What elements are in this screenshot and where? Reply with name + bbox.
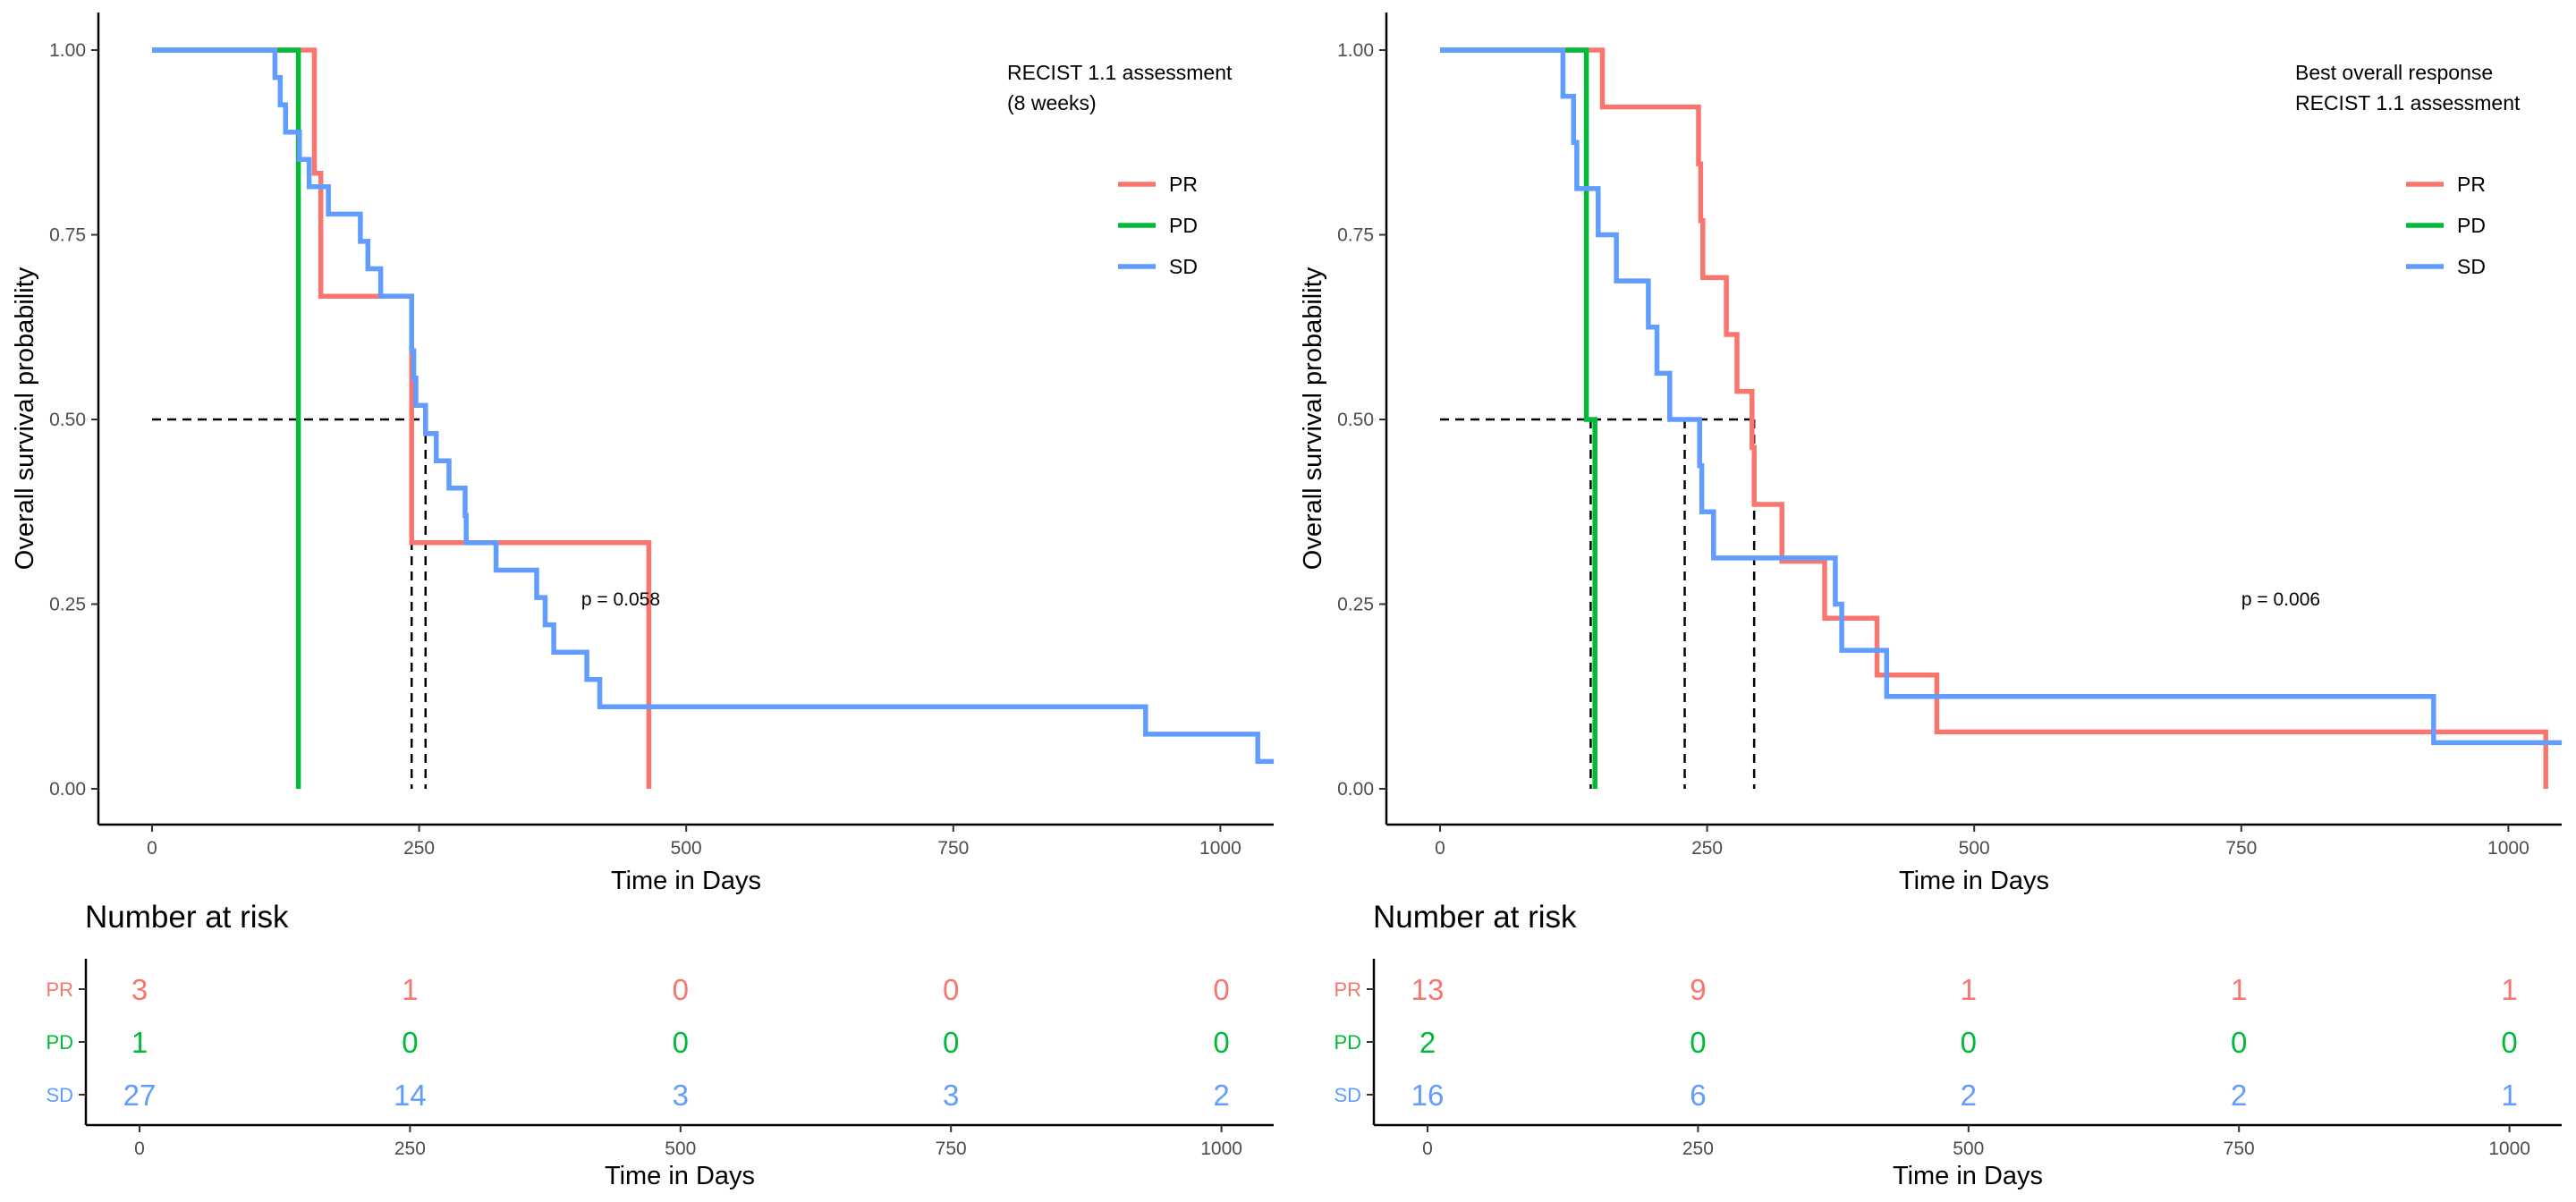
x-tick-label: 0 — [1435, 838, 1445, 859]
risk-cell: 3 — [943, 1079, 959, 1112]
y-axis-title: Overall survival probability — [1299, 267, 1327, 570]
risk-row-label-pd: PD — [46, 1031, 73, 1054]
x-tick-label: 750 — [937, 838, 969, 859]
risk-cell: 2 — [1419, 1026, 1436, 1059]
legend-title-line: RECIST 1.1 assessment — [2295, 91, 2521, 114]
risk-row-label-pr: PR — [1334, 978, 1361, 1001]
risk-cell: 27 — [123, 1079, 157, 1112]
legend-title-line: (8 weeks) — [1007, 91, 1097, 114]
y-tick-label: 1.00 — [49, 40, 86, 61]
x-tick-label: 1000 — [1199, 838, 1241, 859]
y-tick-label: 0.75 — [1337, 225, 1374, 246]
risk-cell: 13 — [1411, 973, 1445, 1006]
legend-title-line: Best overall response — [2295, 61, 2493, 84]
risk-cell: 0 — [1961, 1026, 1977, 1059]
risk-x-tick-label: 250 — [1682, 1139, 1714, 1159]
x-tick-label: 500 — [1959, 838, 1990, 859]
legend-label-pd: PD — [2457, 214, 2486, 237]
x-tick-label: 1000 — [2487, 838, 2529, 859]
risk-cell: 0 — [2231, 1026, 2247, 1059]
risk-cell: 14 — [394, 1079, 427, 1112]
y-axis-title: Overall survival probability — [11, 267, 39, 570]
legend-title-line: RECIST 1.1 assessment — [1007, 61, 1233, 84]
risk-x-tick-label: 500 — [1953, 1139, 1984, 1159]
risk-x-tick-label: 750 — [936, 1139, 967, 1159]
risk-table-title: Number at risk — [85, 900, 289, 935]
risk-cell: 3 — [673, 1079, 689, 1112]
risk-x-tick-label: 500 — [665, 1139, 696, 1159]
x-tick-label: 250 — [403, 838, 435, 859]
risk-cell: 2 — [1961, 1079, 1977, 1112]
risk-cell: 0 — [673, 1026, 689, 1059]
risk-x-tick-label: 1000 — [2488, 1139, 2530, 1159]
y-tick-label: 1.00 — [1337, 40, 1374, 61]
risk-cell: 0 — [943, 1026, 959, 1059]
risk-cell: 1 — [2501, 973, 2517, 1006]
risk-x-tick-label: 250 — [394, 1139, 426, 1159]
p-value-label: p = 0.058 — [581, 589, 660, 610]
risk-row-label-sd: SD — [46, 1084, 73, 1106]
risk-cell: 16 — [1411, 1079, 1445, 1112]
x-tick-label: 250 — [1691, 838, 1723, 859]
km-curve-sd — [152, 47, 1275, 765]
legend-label-sd: SD — [2457, 255, 2486, 278]
risk-cell: 0 — [1690, 1026, 1706, 1059]
risk-cell: 1 — [2231, 973, 2247, 1006]
y-tick-label: 0.25 — [1337, 595, 1374, 615]
risk-cell: 1 — [2501, 1079, 2517, 1112]
risk-cell: 0 — [1213, 1026, 1229, 1059]
y-tick-label: 0.50 — [49, 410, 86, 430]
y-tick-label: 0.75 — [49, 225, 86, 246]
risk-cell: 2 — [1213, 1079, 1229, 1112]
risk-cell: 9 — [1690, 973, 1706, 1006]
risk-x-tick-label: 1000 — [1200, 1139, 1242, 1159]
risk-cell: 1 — [131, 1026, 148, 1059]
risk-cell: 1 — [402, 973, 418, 1006]
risk-x-tick-label: 0 — [1422, 1139, 1433, 1159]
risk-cell: 0 — [2501, 1026, 2517, 1059]
km-curve-sd — [1440, 47, 2563, 746]
risk-x-axis-title: Time in Days — [1893, 1162, 2043, 1190]
km-curve-pr — [152, 47, 652, 789]
risk-cell: 0 — [943, 973, 959, 1006]
x-axis-title: Time in Days — [611, 867, 761, 895]
y-tick-label: 0.00 — [1337, 779, 1374, 800]
legend-label-pd: PD — [1169, 214, 1198, 237]
risk-row-label-sd: SD — [1334, 1084, 1361, 1106]
risk-cell: 1 — [1961, 973, 1977, 1006]
risk-table-title: Number at risk — [1373, 900, 1577, 935]
risk-cell: 2 — [2231, 1079, 2247, 1112]
p-value-label: p = 0.006 — [2241, 589, 2320, 610]
risk-x-tick-label: 750 — [2224, 1139, 2255, 1159]
risk-cell: 0 — [1213, 973, 1229, 1006]
risk-row-label-pd: PD — [1334, 1031, 1361, 1054]
x-tick-label: 0 — [147, 838, 157, 859]
x-tick-label: 750 — [2225, 838, 2257, 859]
risk-cell: 3 — [131, 973, 148, 1006]
risk-cell: 6 — [1690, 1079, 1706, 1112]
risk-cell: 0 — [402, 1026, 418, 1059]
km-curve-pr — [1440, 47, 2548, 789]
risk-table: Number at risk PR 13 9 1 1 1 PD 2 0 0 0 0 SD 16 6 2 2 1 0 25… — [1334, 900, 2562, 1190]
risk-x-tick-label: 0 — [134, 1139, 145, 1159]
legend-label-pr: PR — [1169, 173, 1198, 196]
legend-label-sd: SD — [1169, 255, 1198, 278]
risk-x-axis-title: Time in Days — [605, 1162, 755, 1190]
x-tick-label: 500 — [671, 838, 702, 859]
risk-row-label-pr: PR — [46, 978, 73, 1001]
y-tick-label: 0.50 — [1337, 410, 1374, 430]
risk-cell: 0 — [673, 973, 689, 1006]
y-tick-label: 0.00 — [49, 779, 86, 800]
x-axis-title: Time in Days — [1899, 867, 2049, 895]
legend-label-pr: PR — [2457, 173, 2486, 196]
y-tick-label: 0.25 — [49, 595, 86, 615]
